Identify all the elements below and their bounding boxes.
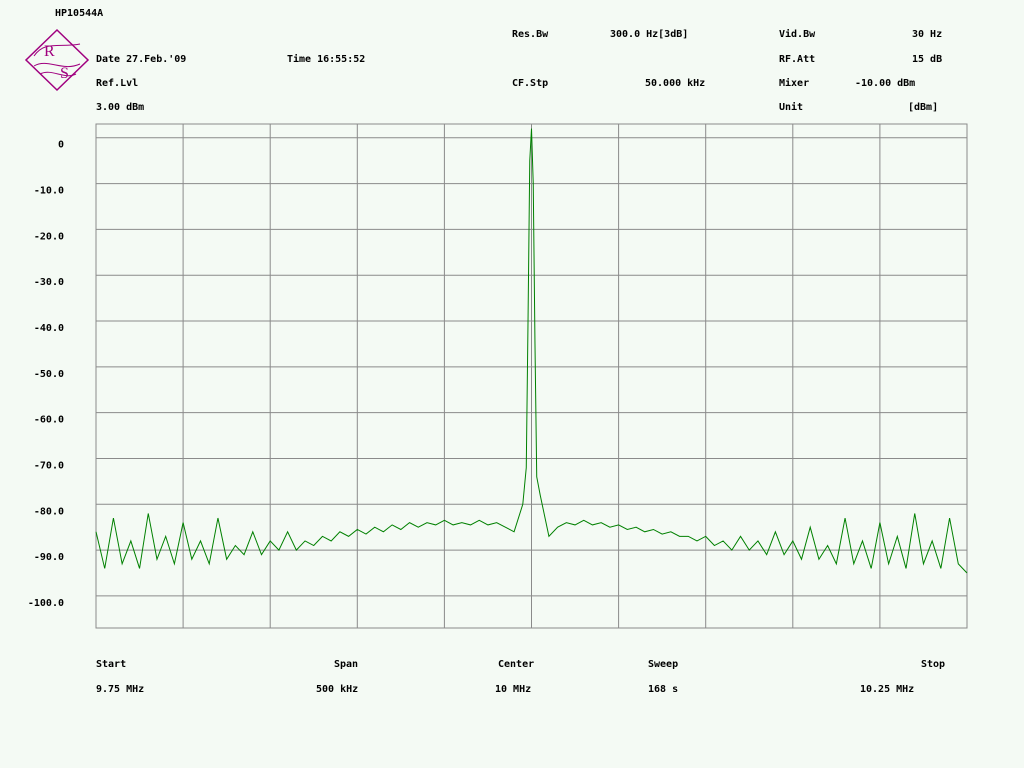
setting-value: 30 Hz xyxy=(912,29,942,40)
logo-letter: R xyxy=(44,43,55,60)
logo: R S xyxy=(24,28,90,92)
setting-label: Res.Bw xyxy=(512,29,549,40)
instrument-id: HP10544A xyxy=(55,8,103,19)
y-tick-label: -10.0 xyxy=(34,186,64,197)
footer-label: Start xyxy=(96,659,126,670)
footer-label: Center xyxy=(498,659,534,670)
footer-value: 10.25 MHz xyxy=(860,684,914,695)
footer-value: 10 MHz xyxy=(495,684,531,695)
logo-diamond xyxy=(24,28,90,92)
setting-label: Vid.Bw xyxy=(779,28,816,40)
setting-value: -10.00 dBm xyxy=(855,78,915,89)
logo-letter: S xyxy=(60,65,69,82)
y-tick-label: -70.0 xyxy=(34,460,64,471)
footer-value: 500 kHz xyxy=(316,684,358,695)
y-tick-label: 0 xyxy=(58,140,64,151)
y-tick-label: -60.0 xyxy=(34,415,64,426)
setting-label: CF.Stp xyxy=(512,78,548,89)
y-tick-label: -40.0 xyxy=(34,323,64,334)
setting-value: [dBm] xyxy=(908,102,938,113)
y-tick-label: -50.0 xyxy=(34,369,64,380)
footer-value: 168 s xyxy=(648,684,678,695)
y-tick-label: -80.0 xyxy=(34,506,64,517)
y-tick-label: -100.0 xyxy=(28,598,64,609)
y-tick-label: -30.0 xyxy=(34,277,64,288)
setting-value: 15 dB xyxy=(912,54,942,65)
footer-label: Sweep xyxy=(648,659,678,670)
setting-value: 3.00 dBm xyxy=(96,102,144,113)
date: Date 27.Feb.'09 xyxy=(96,54,186,65)
setting-value: 50.000 kHz xyxy=(645,78,705,89)
setting-label: Mixer xyxy=(779,77,809,89)
footer-value: 9.75 MHz xyxy=(96,684,144,695)
time: Time 16:55:52 xyxy=(287,53,365,65)
logo-waves xyxy=(33,43,81,77)
setting-value: 300.0 Hz[3dB] xyxy=(610,29,688,40)
setting-label: Ref.Lvl xyxy=(96,78,138,89)
y-tick-label: -90.0 xyxy=(34,552,64,563)
footer-label: Span xyxy=(334,659,358,670)
setting-label: Unit xyxy=(779,101,803,113)
y-tick-label: -20.0 xyxy=(34,231,64,242)
trace xyxy=(95,128,968,574)
setting-label: RF.Att xyxy=(779,54,815,65)
footer-label: Stop xyxy=(921,659,945,670)
